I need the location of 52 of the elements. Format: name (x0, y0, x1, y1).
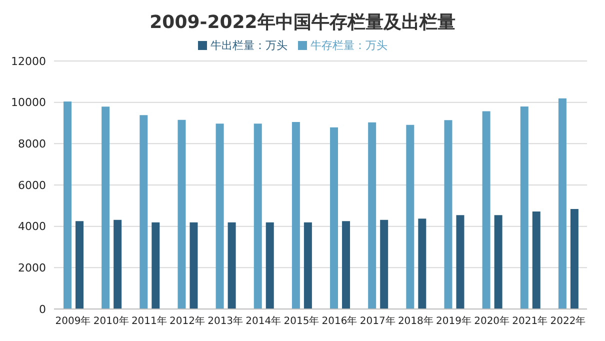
bar (76, 221, 84, 309)
bar (418, 218, 426, 309)
legend-label: 牛存栏量：万头 (310, 39, 388, 52)
bar (216, 124, 224, 309)
bar (140, 115, 148, 309)
bar (228, 222, 236, 309)
y-tick-label: 4000 (18, 220, 46, 234)
bar (114, 220, 122, 309)
bar (330, 127, 338, 309)
bar (406, 124, 414, 309)
bar (520, 106, 528, 309)
y-tick-label: 8000 (18, 138, 46, 151)
y-tick-label: 12000 (11, 54, 46, 68)
y-tick-label: 10000 (11, 96, 46, 110)
x-tick-label: 2015年 (284, 315, 320, 328)
x-tick-label: 2018年 (398, 315, 434, 328)
x-tick-label: 2022年 (550, 315, 586, 328)
x-tick-label: 2012年 (170, 315, 205, 328)
bar (494, 215, 502, 309)
bar (444, 120, 452, 309)
bar (254, 124, 262, 309)
bar (102, 106, 110, 309)
bar (570, 208, 578, 309)
bar (456, 215, 464, 309)
chart-title: 2009-2022年中国牛存栏量及出栏量 (148, 11, 456, 35)
x-tick-label: 2011年 (131, 315, 167, 328)
bar (266, 222, 274, 309)
bar (558, 98, 566, 309)
bar (380, 220, 388, 309)
bar (304, 222, 312, 309)
x-tick-label: 2014年 (246, 315, 282, 328)
y-tick-label: 2000 (18, 262, 46, 275)
bar (152, 222, 160, 309)
x-tick-label: 2010年 (93, 315, 129, 328)
y-tick-label: 0 (39, 302, 46, 316)
bar (178, 120, 186, 309)
x-tick-label: 2019年 (436, 315, 472, 328)
bar (190, 222, 198, 309)
bar (64, 102, 72, 309)
x-tick-label: 2021年 (512, 315, 548, 328)
bar (532, 211, 540, 309)
bar (292, 122, 300, 309)
x-tick-label: 2009年 (55, 315, 91, 328)
bar (368, 122, 376, 309)
y-tick-label: 6000 (18, 178, 46, 192)
x-tick-label: 2016年 (322, 315, 358, 328)
bar (342, 221, 350, 309)
bar (482, 111, 490, 309)
x-tick-label: 2013年 (208, 315, 244, 328)
x-tick-label: 2020年 (474, 315, 510, 328)
legend-label: 牛出栏量：万头 (210, 39, 288, 52)
x-tick-label: 2017年 (360, 315, 396, 328)
